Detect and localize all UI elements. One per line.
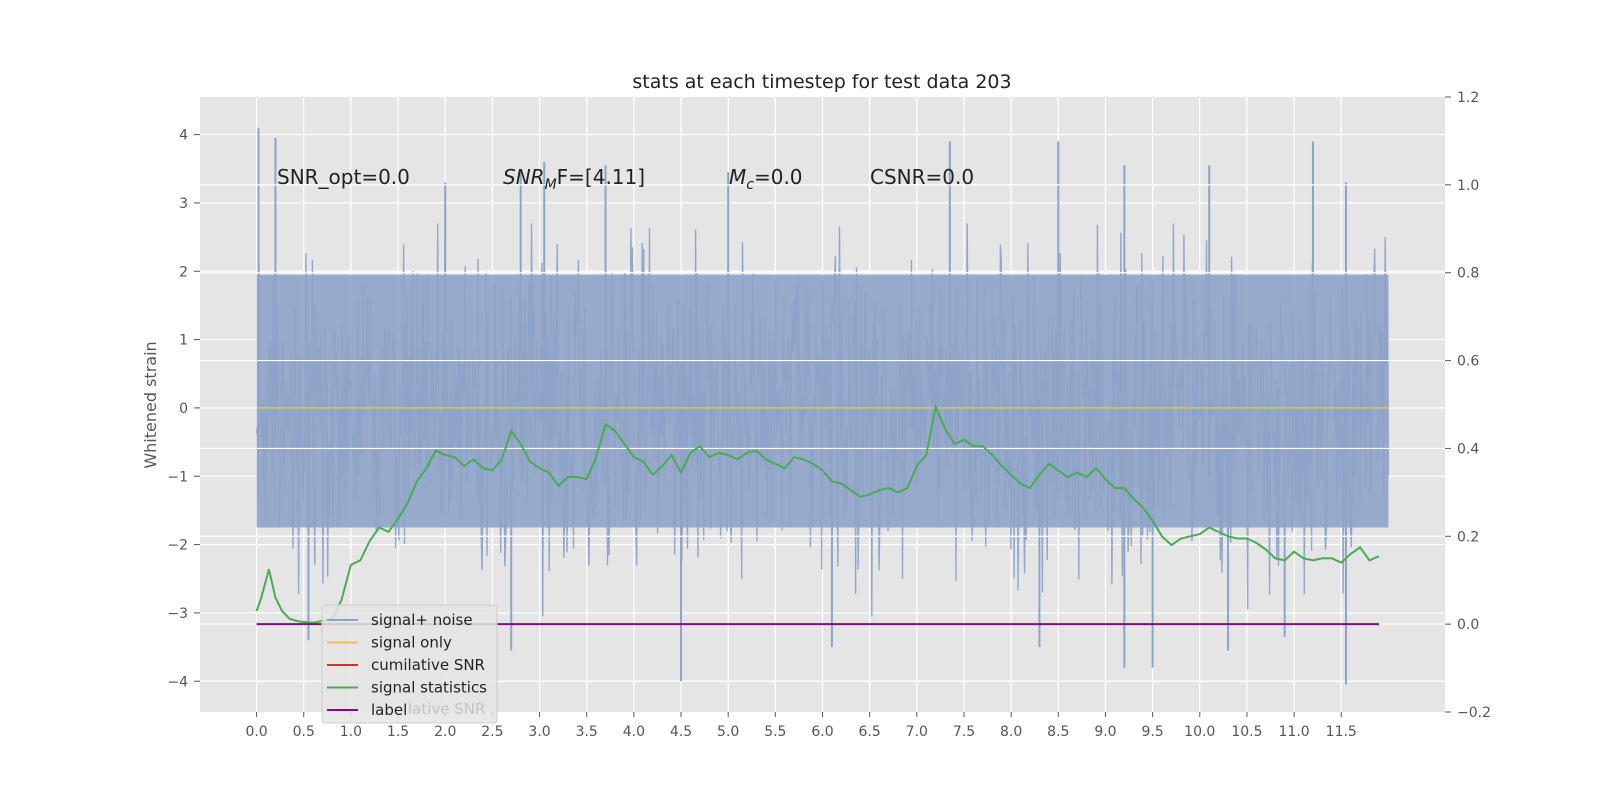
y2-tick-label: 0.4 — [1457, 441, 1479, 457]
y-tick-label: 2 — [179, 264, 188, 280]
x-tick-label: 1.5 — [387, 724, 409, 740]
annotation-snr-mf-sub: M — [545, 177, 557, 193]
x-tick-label: 9.5 — [1141, 724, 1163, 740]
y2-tick-label: 1.0 — [1457, 178, 1479, 194]
y2-tick-label: 0.6 — [1457, 354, 1479, 370]
x-tick-label: 2.5 — [481, 724, 503, 740]
y-tick-label: 3 — [179, 196, 188, 212]
x-tick-label: 5.5 — [764, 724, 786, 740]
annotation-csnr: CSNR=0.0 — [870, 165, 974, 189]
x-tick-label: 0.0 — [245, 724, 267, 740]
x-tick-label: 7.5 — [953, 724, 975, 740]
annotation-mc-rest: =0.0 — [754, 165, 803, 189]
x-tick-label: 3.5 — [576, 724, 598, 740]
x-tick-label: 6.0 — [811, 724, 833, 740]
chart-title: stats at each timestep for test data 203 — [632, 71, 1011, 93]
legend-label: signal only — [371, 634, 452, 652]
annotation-mc-sub: c — [746, 177, 754, 193]
legend-ghost-text: lative SNR — [408, 700, 485, 718]
signal-noise-series — [255, 127, 1390, 685]
x-tick-label: 11.0 — [1279, 724, 1310, 740]
x-tick-label: 7.0 — [906, 724, 928, 740]
x-tick-label: 0.5 — [293, 724, 315, 740]
x-tick-label: 5.0 — [717, 724, 739, 740]
y-tick-label: 4 — [179, 128, 188, 144]
y-axis-label: Whitened strain — [141, 341, 160, 468]
y-tick-label: −4 — [167, 674, 188, 690]
legend-label: signal statistics — [371, 679, 487, 697]
y2-tick-label: 1.2 — [1457, 90, 1479, 106]
annotation-mc-base: M — [729, 165, 746, 189]
x-tick-label: 9.0 — [1094, 724, 1116, 740]
x-tick-label: 11.5 — [1326, 724, 1357, 740]
x-tick-label: 8.0 — [1000, 724, 1022, 740]
x-axis-ticks: 0.0 0.5 1.0 1.5 2.0 2.5 3.0 3.5 4.0 4.5 5.0 5.5 6.0 6… — [245, 712, 1357, 740]
y-axis-ticks: −4 −3 −2 −1 0 1 2 3 4 — [167, 128, 200, 690]
x-tick-label: 10.0 — [1184, 724, 1215, 740]
annotation-snr-mf-base: SNR — [503, 165, 545, 189]
legend-label: cumilative SNR — [371, 656, 485, 674]
legend-entries: signal+ noise signal only cumilative SNR si… — [327, 611, 487, 719]
legend-label: signal+ noise — [371, 611, 473, 629]
y2-tick-label: 0.2 — [1457, 529, 1479, 545]
y-tick-label: 0 — [179, 401, 188, 417]
y-tick-label: −3 — [167, 606, 188, 622]
y-tick-label: −1 — [167, 469, 188, 485]
x-tick-label: 2.0 — [434, 724, 456, 740]
legend-box — [321, 604, 498, 724]
y-tick-label: −2 — [167, 538, 188, 554]
x-tick-label: 10.5 — [1231, 724, 1262, 740]
series-line-signal-statistics — [255, 403, 1380, 624]
annotation-snr-opt: SNR_opt=0.0 — [277, 165, 410, 189]
x-tick-label: 3.0 — [528, 724, 550, 740]
legend: lative SNR signal+ noise signal only cumil… — [321, 604, 498, 724]
right-y-axis-ticks: −0.2 0.0 0.2 0.4 0.6 0.8 1.0 1.2 — [1445, 90, 1491, 721]
x-tick-label: 4.0 — [623, 724, 645, 740]
x-tick-label: 8.5 — [1047, 724, 1069, 740]
y2-tick-label: 0.0 — [1457, 617, 1479, 633]
annotation-snr-mf: SNRMF=[4.11] — [503, 165, 645, 193]
y-tick-label: 1 — [179, 333, 188, 349]
y2-tick-label: 0.8 — [1457, 266, 1479, 282]
legend-label: label — [371, 701, 407, 719]
y2-tick-label: −0.2 — [1457, 705, 1491, 721]
x-tick-label: 4.5 — [670, 724, 692, 740]
x-tick-label: 1.0 — [340, 724, 362, 740]
x-tick-label: 6.5 — [859, 724, 881, 740]
annotation-snr-mf-rest: F=[4.11] — [557, 165, 645, 189]
annotation-mc: Mc=0.0 — [729, 165, 803, 193]
